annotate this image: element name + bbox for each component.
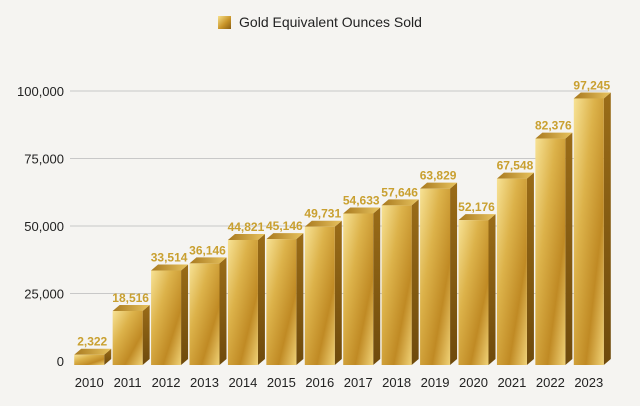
data-label: 57,646: [381, 185, 418, 199]
bar-front: [496, 178, 527, 365]
bar: [151, 264, 189, 365]
data-label: 49,731: [304, 207, 341, 221]
bar-top: [151, 264, 189, 271]
data-label: 33,514: [151, 251, 188, 265]
legend-label: Gold Equivalent Ounces Sold: [239, 14, 422, 30]
bar-side: [450, 182, 458, 365]
bar-side: [603, 92, 611, 365]
bar-front: [573, 98, 604, 365]
bar: [304, 220, 342, 365]
bar-top: [458, 214, 496, 221]
bar: [458, 214, 496, 365]
bar-top: [535, 132, 573, 139]
bar-side: [373, 207, 381, 365]
bar-front: [535, 138, 566, 365]
y-axis: 0 25,000 50,000 75,000 100,000: [17, 84, 64, 369]
bar-front: [266, 239, 297, 365]
x-tick-label: 2012: [152, 375, 181, 390]
x-tick-label: 2017: [344, 375, 373, 390]
y-tick-label: 75,000: [24, 152, 64, 167]
x-tick-label: 2010: [75, 375, 104, 390]
bar: [343, 207, 381, 365]
bar-front: [189, 263, 220, 365]
bar-side: [181, 264, 189, 365]
y-tick-label: 25,000: [24, 287, 64, 302]
data-label: 2,322: [77, 335, 107, 349]
bar-front: [227, 239, 258, 365]
bar-top: [189, 257, 227, 264]
data-label: 97,245: [573, 78, 610, 92]
bar-side: [526, 172, 534, 365]
bar-side: [219, 257, 227, 365]
x-tick-label: 2021: [497, 375, 526, 390]
y-tick-label: 0: [57, 354, 64, 369]
bar-side: [257, 233, 265, 365]
bar-top: [112, 305, 150, 312]
bar-side: [565, 132, 573, 365]
bar: [227, 233, 265, 365]
bar: [112, 305, 150, 365]
bar-front: [343, 213, 374, 365]
bar: [535, 132, 573, 365]
y-tick-label: 50,000: [24, 219, 64, 234]
bar-front: [112, 311, 143, 365]
data-label: 67,548: [497, 159, 534, 173]
chart-legend: Gold Equivalent Ounces Sold: [0, 14, 640, 30]
bar-top: [227, 233, 265, 240]
bar-top: [343, 207, 381, 214]
data-label: 45,146: [266, 219, 303, 233]
bar-top: [304, 220, 342, 227]
bar-side: [142, 305, 150, 365]
x-tick-label: 2016: [305, 375, 334, 390]
bar-top: [74, 348, 112, 355]
bar-side: [104, 348, 112, 365]
x-tick-label: 2020: [459, 375, 488, 390]
data-label: 82,376: [535, 119, 572, 133]
data-label: 44,821: [228, 220, 265, 234]
y-tick-label: 100,000: [17, 84, 64, 99]
bar: [420, 182, 458, 365]
bar-side: [334, 220, 342, 365]
data-label: 18,516: [112, 291, 149, 305]
bar-side: [411, 199, 419, 365]
x-tick-label: 2022: [536, 375, 565, 390]
x-tick-label: 2013: [190, 375, 219, 390]
bar-top: [381, 199, 419, 206]
bar-top: [420, 182, 458, 189]
bar-front: [420, 188, 451, 365]
bar-side: [488, 214, 496, 365]
bar: [496, 172, 534, 365]
bar: [573, 92, 611, 365]
bar-top: [266, 233, 304, 240]
bar-top: [573, 92, 611, 99]
data-label: 54,633: [343, 193, 380, 207]
bar-front: [304, 226, 335, 365]
x-tick-label: 2014: [228, 375, 257, 390]
data-label: 63,829: [420, 169, 457, 183]
bar: [381, 199, 419, 365]
bar: [189, 257, 227, 365]
bar-front: [151, 270, 182, 365]
bar-side: [296, 233, 304, 365]
bar-front: [74, 354, 105, 365]
x-tick-label: 2011: [114, 375, 142, 390]
bars: [74, 92, 611, 365]
x-tick-label: 2019: [421, 375, 450, 390]
x-tick-label: 2018: [382, 375, 411, 390]
x-tick-label: 2023: [574, 375, 603, 390]
bar-front: [381, 205, 412, 365]
data-label: 36,146: [189, 243, 226, 257]
bar: [266, 233, 304, 365]
data-label: 52,176: [458, 200, 495, 214]
legend-swatch-gold: [218, 16, 232, 29]
x-tick-label: 2015: [267, 375, 296, 390]
bar-front: [458, 220, 489, 365]
bar: [74, 348, 112, 365]
x-axis: 2010 2011 2012 2013 2014 2015 2016 2017 2018 2019…: [75, 375, 603, 390]
bar-top: [496, 172, 534, 179]
